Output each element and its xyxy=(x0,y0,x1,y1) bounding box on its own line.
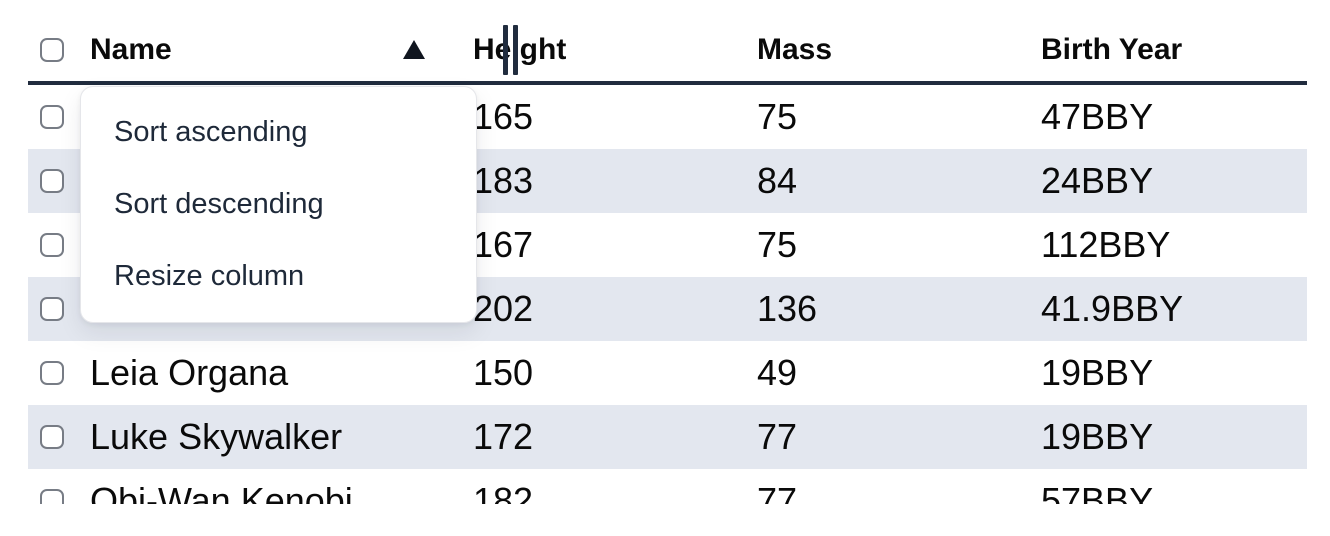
cell-mass: 75 xyxy=(757,96,798,137)
menu-item-sort-descending[interactable]: Sort descending xyxy=(81,169,476,241)
cell-mass: 77 xyxy=(757,480,798,504)
table-row: Leia Organa 150 49 19BBY xyxy=(28,341,1307,405)
cell-birth-year: 41.9BBY xyxy=(1041,288,1184,329)
cell-name: Leia Organa xyxy=(90,352,289,393)
column-header-birth-year-label: Birth Year xyxy=(1041,32,1183,66)
cell-height: 165 xyxy=(473,96,534,137)
row-checkbox-cell xyxy=(28,405,90,469)
column-header-mass-label: Mass xyxy=(757,32,833,66)
cell-mass: 75 xyxy=(757,224,798,265)
sort-ascending-icon xyxy=(403,40,425,59)
column-context-menu: Sort ascending Sort descending Resize co… xyxy=(80,86,477,323)
table-row: Obi-Wan Kenobi 182 77 57BBY xyxy=(28,469,1307,504)
row-checkbox-cell xyxy=(28,85,90,149)
cell-height: 172 xyxy=(473,416,534,457)
row-checkbox-cell xyxy=(28,469,90,504)
row-checkbox[interactable] xyxy=(40,105,64,129)
cell-name: Obi-Wan Kenobi xyxy=(90,480,353,504)
cell-birth-year: 19BBY xyxy=(1041,416,1154,457)
cell-mass: 77 xyxy=(757,416,798,457)
cell-birth-year: 47BBY xyxy=(1041,96,1154,137)
header-checkbox-cell xyxy=(28,18,90,81)
column-header-mass[interactable]: Mass xyxy=(757,18,1041,81)
menu-item-sort-ascending[interactable]: Sort ascending xyxy=(81,97,476,169)
cell-height: 150 xyxy=(473,352,534,393)
column-resize-handle[interactable] xyxy=(503,24,518,75)
row-checkbox[interactable] xyxy=(40,233,64,257)
column-header-name-label: Name xyxy=(90,32,172,66)
row-checkbox-cell xyxy=(28,213,90,277)
cell-birth-year: 112BBY xyxy=(1041,224,1171,265)
cell-height: 167 xyxy=(473,224,534,265)
cell-height: 183 xyxy=(473,160,534,201)
cell-mass: 136 xyxy=(757,288,818,329)
column-header-name[interactable]: Name xyxy=(90,18,518,81)
table-header-row: Name Height Mass Birth Year xyxy=(28,0,1307,85)
cell-birth-year: 57BBY xyxy=(1041,480,1154,504)
menu-item-resize-column[interactable]: Resize column xyxy=(81,240,476,312)
cell-name: Luke Skywalker xyxy=(90,416,343,457)
column-header-birth-year[interactable]: Birth Year xyxy=(1041,18,1307,81)
row-checkbox[interactable] xyxy=(40,425,64,449)
cell-birth-year: 19BBY xyxy=(1041,352,1154,393)
row-checkbox[interactable] xyxy=(40,169,64,193)
row-checkbox-cell xyxy=(28,149,90,213)
row-checkbox-cell xyxy=(28,277,90,341)
select-all-checkbox[interactable] xyxy=(40,37,64,62)
cell-birth-year: 24BBY xyxy=(1041,160,1154,201)
cell-mass: 84 xyxy=(757,160,798,201)
cell-height: 182 xyxy=(473,480,534,504)
column-header-height[interactable]: Height xyxy=(473,18,757,81)
row-checkbox-cell xyxy=(28,341,90,405)
table-viewport: Name Height Mass Birth Year 165 75 xyxy=(28,0,1307,504)
row-checkbox[interactable] xyxy=(40,489,64,504)
row-checkbox[interactable] xyxy=(40,297,64,321)
cell-height: 202 xyxy=(473,288,534,329)
cell-mass: 49 xyxy=(757,352,798,393)
row-checkbox[interactable] xyxy=(40,361,64,385)
column-header-height-label: Height xyxy=(473,32,567,66)
table-row: Luke Skywalker 172 77 19BBY xyxy=(28,405,1307,469)
